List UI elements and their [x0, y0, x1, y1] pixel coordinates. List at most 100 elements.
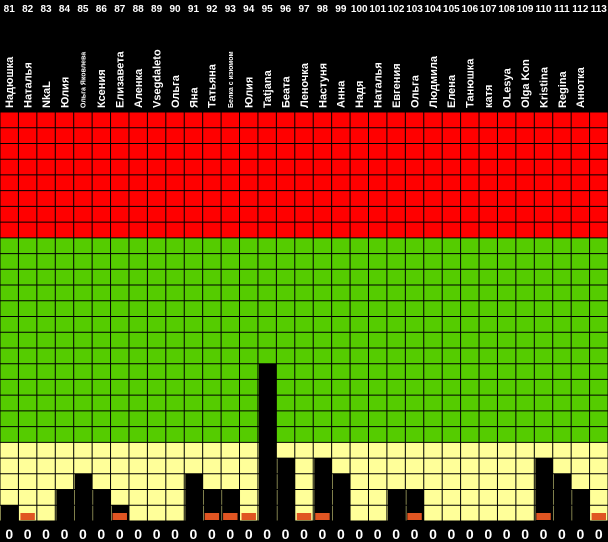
count-label: 0 [61, 526, 69, 542]
participant-name: Ольга Яковлева [80, 52, 87, 108]
category-label: 113 [591, 4, 608, 15]
participant-name: Ольга [170, 74, 182, 108]
count-label: 0 [116, 526, 124, 542]
participant-name: Olga Kon [520, 59, 532, 108]
bar [258, 363, 277, 521]
bar [74, 473, 93, 521]
count-label: 0 [374, 526, 382, 542]
count-label: 0 [319, 526, 327, 542]
participant-name: Надя [354, 81, 366, 108]
bar [572, 489, 590, 521]
category-label: 85 [77, 4, 89, 15]
count-label: 0 [521, 526, 529, 542]
bar [553, 473, 572, 521]
bar [185, 473, 203, 521]
participant-name: Анна [336, 80, 348, 108]
category-label: 104 [425, 4, 442, 15]
participant-name: катя [483, 85, 495, 108]
participant-name: Наталья [22, 62, 34, 108]
participant-name: Наталья [373, 62, 385, 108]
participant-name: Tatjana [262, 69, 274, 108]
count-label: 0 [134, 526, 142, 542]
participant-name: Евгения [391, 63, 403, 108]
category-label: 97 [298, 4, 310, 15]
bar [1, 505, 19, 521]
bar [277, 458, 295, 521]
participant-name: Надюшка [4, 56, 16, 108]
category-label: 88 [133, 4, 145, 15]
marker [20, 513, 35, 520]
category-label: 96 [280, 4, 292, 15]
count-label: 0 [24, 526, 32, 542]
category-label: 110 [535, 4, 552, 15]
count-label: 0 [190, 526, 198, 542]
count-label: 0 [411, 526, 419, 542]
marker [223, 513, 238, 520]
participant-name: NkaL [41, 81, 53, 108]
bar [314, 458, 332, 521]
participant-name: Regina [557, 70, 569, 108]
participant-name: Яна [188, 86, 200, 108]
category-label: 91 [188, 4, 200, 15]
category-label: 100 [351, 4, 368, 15]
participant-name: Леночка [299, 62, 311, 108]
participant-name: Людмила [428, 55, 440, 108]
count-label: 0 [429, 526, 437, 542]
category-label: 89 [151, 4, 163, 15]
bar [56, 489, 74, 521]
participant-name: Елена [446, 74, 458, 108]
marker [241, 513, 256, 520]
category-label: 111 [554, 4, 570, 15]
zone-green [0, 237, 608, 443]
count-label: 0 [42, 526, 50, 542]
count-label: 0 [466, 526, 474, 542]
marker [296, 513, 312, 520]
count-label: 0 [503, 526, 511, 542]
count-label: 0 [595, 526, 603, 542]
category-label: 109 [517, 4, 534, 15]
count-label: 0 [226, 526, 234, 542]
participant-name: Танюшка [465, 58, 477, 108]
count-label: 0 [263, 526, 271, 542]
category-label: 87 [114, 4, 126, 15]
category-label: 92 [206, 4, 218, 15]
category-label: 112 [572, 4, 589, 15]
marker [112, 513, 127, 520]
category-label: 86 [96, 4, 108, 15]
participant-name: Vsegdaleto [151, 49, 163, 108]
bar [332, 473, 351, 521]
participant-name: Татьяна [207, 63, 219, 108]
marker [204, 513, 220, 520]
category-label: 102 [388, 4, 405, 15]
category-label: 90 [169, 4, 181, 15]
participant-name: Юлия [244, 77, 256, 108]
category-label: 83 [40, 4, 52, 15]
count-label: 0 [337, 526, 345, 542]
marker [407, 513, 422, 520]
category-label: 84 [59, 4, 71, 15]
category-label: 93 [225, 4, 237, 15]
count-label: 0 [97, 526, 105, 542]
count-label: 0 [300, 526, 308, 542]
marker [315, 513, 330, 520]
participant-name: Юлия [59, 77, 71, 108]
count-label: 0 [484, 526, 492, 542]
participant-name: Настуня [317, 63, 329, 108]
category-label: 81 [4, 4, 16, 15]
participant-name: Ксения [96, 69, 108, 108]
category-label: 99 [335, 4, 347, 15]
participant-name: Беата [280, 75, 292, 108]
count-label: 0 [153, 526, 161, 542]
category-label: 108 [498, 4, 515, 15]
count-label: 0 [79, 526, 87, 542]
category-label: 101 [369, 4, 386, 15]
participant-name: Kristina [538, 66, 550, 108]
category-label: 82 [22, 4, 34, 15]
participant-name: Ольга [409, 74, 421, 108]
marker [536, 513, 551, 520]
participant-name: Белка с изюмом [228, 51, 235, 108]
count-label: 0 [576, 526, 584, 542]
participant-name: Елизавета [115, 50, 127, 108]
category-label: 95 [262, 4, 274, 15]
